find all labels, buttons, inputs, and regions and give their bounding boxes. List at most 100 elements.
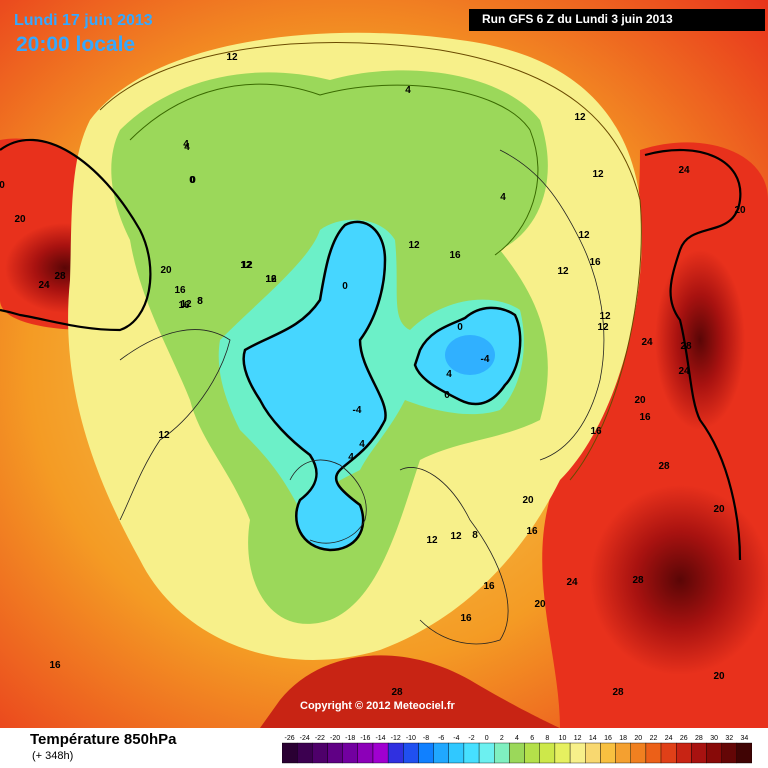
- hot-core-southeast: [590, 485, 768, 675]
- legend-swatch: [296, 742, 313, 764]
- variable-title: Température 850hPa: [30, 731, 177, 748]
- contour-label: 4: [184, 142, 190, 153]
- legend-value: 26: [680, 735, 688, 742]
- contour-label: 20: [713, 504, 725, 515]
- contour-label: 4: [183, 139, 189, 150]
- legend-value: -20: [330, 735, 340, 742]
- contour-label: 12: [450, 531, 462, 542]
- legend-swatch: [494, 742, 510, 764]
- hot-core-east: [655, 250, 745, 430]
- legend-value: 4: [515, 735, 519, 742]
- contour-label: 16: [174, 285, 186, 296]
- legend-swatch: [342, 742, 358, 764]
- legend-swatch: [327, 742, 343, 764]
- contour-label: 12: [241, 260, 253, 271]
- temperature-map: 1244012121224202002824201612161280121641…: [0, 0, 768, 728]
- legend-value: -12: [391, 735, 401, 742]
- legend-value: 18: [619, 735, 627, 742]
- contour-label: 16: [49, 660, 61, 671]
- legend-value: -6: [438, 735, 444, 742]
- legend-swatch: [372, 742, 389, 764]
- legend-value: -2: [468, 735, 474, 742]
- contour-label: 0: [189, 175, 195, 186]
- contour-label: 20: [734, 205, 746, 216]
- legend-value: 34: [741, 735, 749, 742]
- contour-label: 12: [240, 260, 252, 271]
- legend-swatch: [418, 742, 434, 764]
- contour-label: -4: [353, 405, 362, 416]
- coastline-america: [119, 329, 231, 521]
- contour-label: 16: [265, 274, 277, 285]
- contour-label: 12: [592, 169, 604, 180]
- legend-swatch: [721, 742, 738, 764]
- legend-value: 16: [604, 735, 612, 742]
- coastline-asia: [499, 149, 605, 461]
- contour-label: 4: [500, 192, 506, 203]
- contour-label: 4: [348, 452, 354, 463]
- contour-label: 16: [590, 426, 602, 437]
- run-info: Run GFS 6 Z du Lundi 3 juin 2013: [482, 12, 673, 26]
- legend-swatch: [615, 742, 631, 764]
- legend-swatch: [509, 742, 525, 764]
- legend-swatch: [524, 742, 541, 764]
- contour-label: 8: [197, 296, 203, 307]
- contour-label: 28: [632, 575, 644, 586]
- contour-label: 20: [14, 214, 26, 225]
- legend-value: 2: [500, 735, 504, 742]
- legend-value: -26: [285, 735, 295, 742]
- contour-label: 20: [160, 265, 172, 276]
- legend-swatch: [585, 742, 601, 764]
- legend-swatch: [660, 742, 677, 764]
- contour-label: 24: [38, 280, 50, 291]
- contour-24-east: [644, 148, 742, 561]
- legend-swatch: [433, 742, 450, 764]
- contour-label: 12: [578, 230, 590, 241]
- contour-label: 0: [457, 322, 463, 333]
- contour-12-north: [99, 42, 642, 481]
- legend-swatch: [676, 742, 692, 764]
- legend-value: -22: [315, 735, 325, 742]
- contour-labels: 1244012121224202002824201612161280121641…: [0, 52, 746, 698]
- hot-region-south: [260, 655, 560, 728]
- contour-label: 12: [226, 52, 238, 63]
- legend-value: 20: [634, 735, 642, 742]
- legend-value: -16: [360, 735, 370, 742]
- legend-value: 8: [545, 735, 549, 742]
- contour-label: 20: [522, 495, 534, 506]
- contour-label: 4: [405, 85, 411, 96]
- contour-label: 8: [197, 296, 203, 307]
- contour-label: -4: [481, 354, 490, 365]
- contour-label: 12: [180, 299, 192, 310]
- contour-label: 16: [449, 250, 461, 261]
- legend-swatch: [282, 742, 298, 764]
- contour-label: 12: [574, 112, 586, 123]
- contour-label: 12: [599, 311, 611, 322]
- contour-label: 16: [178, 300, 190, 311]
- color-scale: -26 -24 -22 -20 -18 -16 -14 -12 -10 -8 -6 -4 -2 0 2 4 6 8…: [282, 735, 752, 764]
- legend-value: -8: [423, 735, 429, 742]
- legend-value: 10: [559, 735, 567, 742]
- contour-label: 28: [54, 271, 66, 282]
- contour-24-west: [0, 138, 152, 332]
- legend-swatch: [463, 742, 480, 764]
- contour-label: 12: [265, 274, 277, 285]
- contour-label: 12: [597, 322, 609, 333]
- lead-time: (+ 348h): [32, 750, 74, 762]
- contour-label: 0: [342, 281, 348, 292]
- contour-label: 0: [444, 390, 450, 401]
- contour-label: 8: [472, 530, 478, 541]
- copyright-notice: Copyright © 2012 Meteociel.fr: [300, 700, 455, 712]
- contour-label: 16: [589, 257, 601, 268]
- cold-core-arctic: [242, 220, 387, 552]
- contour-label: 12: [426, 535, 438, 546]
- legend-swatch: [706, 742, 722, 764]
- legend-value: 24: [665, 735, 673, 742]
- legend-value: 14: [589, 735, 597, 742]
- legend-swatch: [387, 742, 404, 764]
- legend-swatch: [691, 742, 707, 764]
- contour-label: 16: [483, 581, 495, 592]
- legend-value: -24: [300, 735, 310, 742]
- contour-label: 16: [460, 613, 472, 624]
- contour-label: 28: [680, 341, 692, 352]
